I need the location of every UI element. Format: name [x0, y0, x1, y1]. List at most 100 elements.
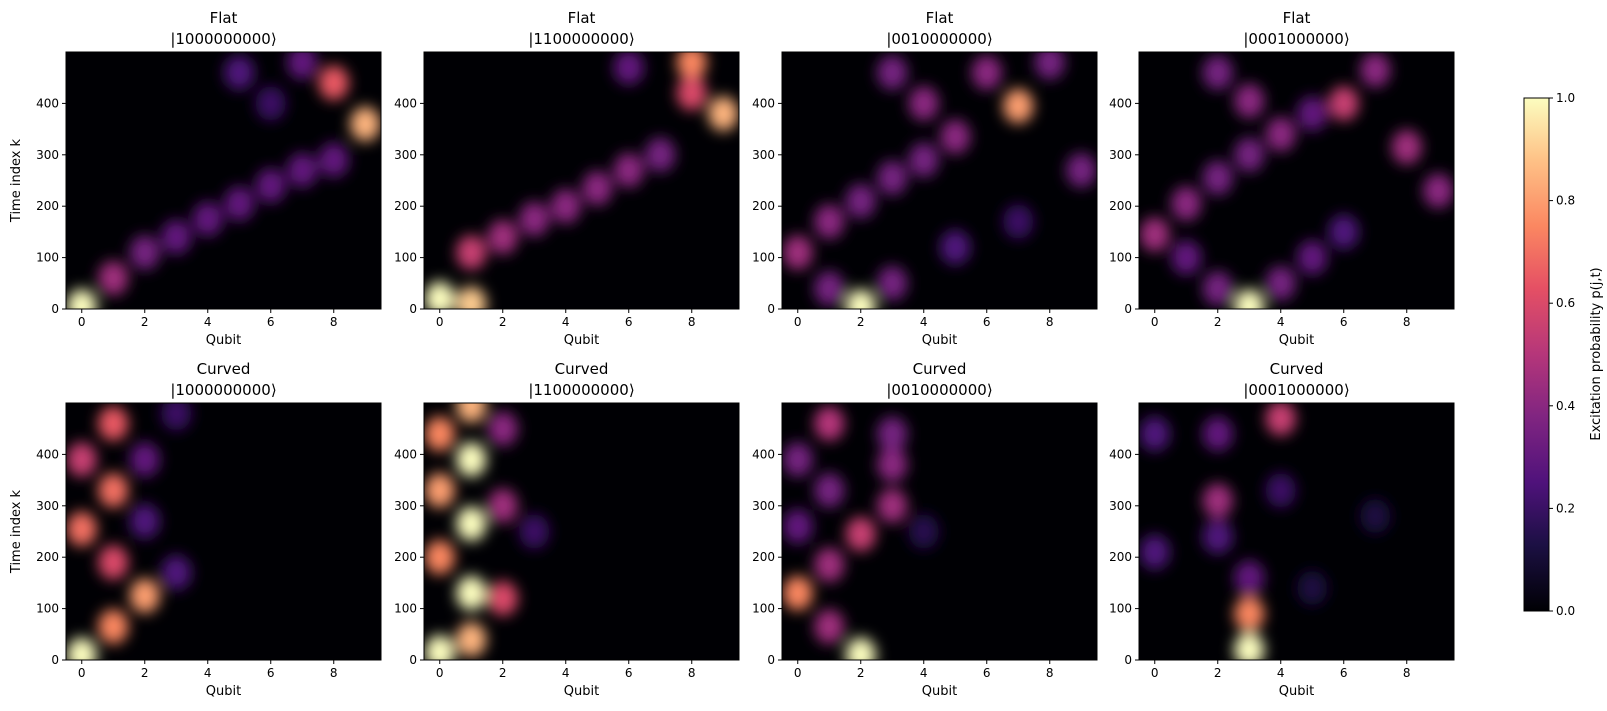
panel-title: Flat [568, 9, 596, 27]
heatmap-cell [98, 473, 129, 508]
heatmap-cell [192, 201, 223, 237]
heatmap-cell [350, 106, 381, 142]
heatmap-cell [424, 416, 455, 452]
heatmap-cell [1234, 596, 1265, 632]
heatmap-cell [877, 447, 908, 483]
x-tick-label: 6 [983, 666, 991, 680]
heatmap-cell [877, 160, 908, 196]
x-tick-label: 8 [1403, 666, 1411, 680]
heatmap-cell [814, 271, 845, 306]
colorbar-tick-label: 0.4 [1556, 399, 1575, 413]
x-tick-label: 8 [688, 666, 696, 680]
y-tick-label: 100 [36, 602, 59, 616]
heatmap-cell [676, 75, 707, 111]
axes-frame [1138, 402, 1455, 661]
y-tick-label: 300 [394, 148, 417, 162]
x-tick-label: 2 [141, 315, 149, 329]
heatmap-cell [318, 65, 349, 101]
y-axis-label: Time index k [9, 489, 24, 574]
x-tick-label: 8 [330, 315, 338, 329]
heatmap-cell [487, 580, 518, 616]
x-axis-label: Qubit [564, 333, 599, 348]
heatmap-cell [1034, 52, 1065, 80]
heatmap-cell [550, 188, 581, 224]
heatmap-cell [1234, 289, 1265, 309]
x-tick-label: 0 [1151, 315, 1159, 329]
heatmap-cell [318, 142, 349, 178]
x-tick-label: 8 [1046, 315, 1054, 329]
x-tick-label: 0 [1151, 666, 1159, 680]
panel-title: Curved [913, 360, 967, 378]
x-tick-label: 4 [920, 666, 928, 680]
x-tick-label: 4 [920, 315, 928, 329]
y-tick-label: 100 [752, 251, 775, 265]
y-tick-label: 200 [1109, 199, 1132, 213]
y-tick-label: 100 [1109, 251, 1132, 265]
panel-title: Flat [1283, 9, 1311, 27]
x-axis-label: Qubit [922, 333, 957, 348]
heatmap-cell [98, 545, 129, 580]
x-tick-label: 6 [1340, 666, 1348, 680]
heatmap-cell [224, 55, 255, 90]
heatmap-cell [255, 168, 286, 203]
colorbar-tick-label: 0.8 [1556, 194, 1575, 208]
x-tick-label: 0 [436, 666, 444, 680]
heatmap-cell [1297, 96, 1328, 132]
heatmap-cell [424, 634, 455, 660]
panel-title: Curved [1270, 360, 1324, 378]
x-tick-label: 4 [204, 666, 212, 680]
heatmap-cell [487, 488, 518, 524]
heatmap-cell [98, 609, 129, 644]
heatmap-cell [1202, 483, 1233, 518]
heatmap-cell [66, 511, 97, 547]
heatmap-cell [456, 235, 487, 270]
panel-subtitle: |0001000000⟩ [1243, 30, 1349, 48]
y-tick-label: 200 [36, 550, 59, 564]
heatmap-cell [1265, 265, 1296, 301]
y-tick-label: 0 [767, 302, 775, 316]
heatmap-cell [1003, 88, 1034, 124]
panel-subtitle: |0001000000⟩ [1243, 381, 1349, 399]
heatmap-cell [814, 473, 845, 508]
heatmap-cell [1328, 214, 1359, 250]
heatmap-cell [613, 152, 644, 188]
y-tick-label: 300 [36, 499, 59, 513]
x-tick-label: 2 [141, 666, 149, 680]
heatmap-cell [845, 183, 876, 219]
heatmap-panel: 0 2 4 6 8 0 100 200 300 400 Curved |0010000000⟩ Qubi… [752, 360, 1098, 699]
panel-subtitle: |1000000000⟩ [170, 381, 276, 399]
heatmap-cell [940, 119, 971, 155]
heatmap-background [1139, 403, 1454, 660]
heatmap-cell [782, 509, 813, 544]
x-tick-label: 6 [267, 315, 275, 329]
x-tick-label: 2 [1214, 666, 1222, 680]
heatmap-cell [98, 406, 129, 441]
y-tick-label: 100 [1109, 602, 1132, 616]
x-axis-label: Qubit [922, 684, 957, 699]
heatmap-cell [487, 219, 518, 255]
heatmap-cell [1066, 152, 1097, 188]
x-tick-label: 0 [78, 666, 86, 680]
y-tick-label: 400 [36, 447, 59, 461]
x-tick-label: 6 [625, 315, 633, 329]
heatmap-cell [1003, 204, 1034, 239]
heatmap-cell [1328, 86, 1359, 121]
heatmap-cell [1297, 570, 1328, 606]
y-tick-label: 0 [51, 653, 59, 667]
heatmap-cell [940, 229, 971, 265]
y-tick-label: 200 [1109, 550, 1132, 564]
y-tick-label: 400 [36, 96, 59, 110]
panels: 0 2 4 6 80100200300400Flat|1000000000⟩QubitT… [9, 9, 1455, 699]
heatmap-cell [845, 516, 876, 552]
heatmap-cell [1139, 217, 1170, 252]
heatmap-cell [129, 503, 160, 539]
heatmap-cell [1234, 137, 1265, 173]
y-tick-label: 300 [36, 148, 59, 162]
heatmap-panel: 0 2 4 6 8 0 100 200 300 400 Flat |0001000000⟩ Qubit [1109, 9, 1455, 348]
heatmap-cell [877, 416, 908, 452]
heatmap-cell [519, 514, 550, 549]
panel-title: Curved [555, 360, 609, 378]
heatmap-cell [676, 52, 707, 80]
heatmap-cell [814, 204, 845, 239]
